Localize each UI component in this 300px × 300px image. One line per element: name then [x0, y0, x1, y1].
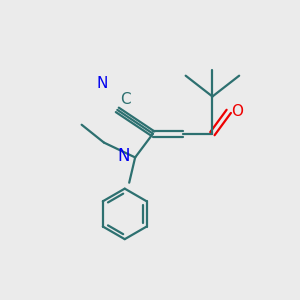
- Text: N: N: [117, 147, 130, 165]
- Text: N: N: [96, 76, 107, 92]
- Text: C: C: [120, 92, 130, 107]
- Text: O: O: [231, 104, 243, 119]
